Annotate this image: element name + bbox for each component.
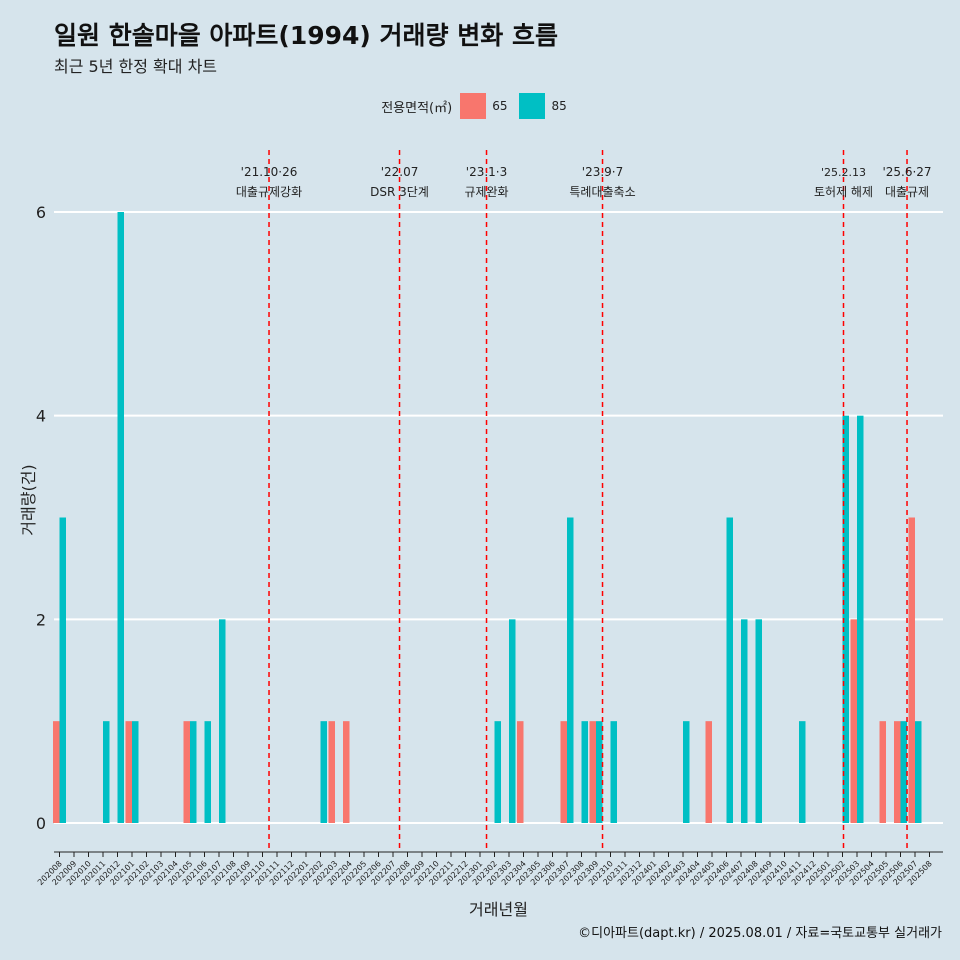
legend: 전용면적(㎡) 65 85 xyxy=(0,93,960,119)
annotation-label: DSR 3단계 xyxy=(370,185,429,199)
bar-85-202308 xyxy=(581,721,588,823)
bar-85-202303 xyxy=(509,619,516,823)
bar-65-202506 xyxy=(894,721,901,823)
y-tick-label: 6 xyxy=(36,203,46,222)
bar-85-202107 xyxy=(219,619,226,823)
bar-85-202310 xyxy=(610,721,617,823)
bar-65-202309 xyxy=(589,721,596,823)
annotation-date: '21.10·26 xyxy=(241,165,298,179)
bar-85-202008 xyxy=(59,517,66,823)
bar-85-202202 xyxy=(320,721,327,823)
bar-85-202011 xyxy=(103,721,110,823)
bar-65-202203 xyxy=(328,721,335,823)
bar-65-202008 xyxy=(53,721,60,823)
chart-subtitle: 최근 5년 한정 확대 차트 xyxy=(54,57,218,76)
bar-85-202503 xyxy=(857,415,864,823)
annotation-date: '25.6·27 xyxy=(882,165,931,179)
bar-85-202407 xyxy=(741,619,748,823)
bar-85-202105 xyxy=(190,721,197,823)
bar-85-202309 xyxy=(596,721,603,823)
bar-85-202406 xyxy=(726,517,733,823)
bar-65-202105 xyxy=(183,721,190,823)
bar-85-202403 xyxy=(683,721,690,823)
chart-title: 일원 한솔마을 아파트(1994) 거래량 변화 흐름 xyxy=(54,21,558,50)
legend-swatch-65 xyxy=(460,93,487,119)
bar-65-202204 xyxy=(343,721,350,823)
legend-title: 전용면적(㎡) xyxy=(381,100,453,116)
bar-65-202507 xyxy=(908,517,915,823)
bar-85-202408 xyxy=(755,619,762,823)
bar-65-202304 xyxy=(517,721,524,823)
legend-label-85: 85 xyxy=(551,99,567,113)
annotation-date: '23.1·3 xyxy=(466,165,507,179)
annotation-date: '22.07 xyxy=(381,165,419,179)
y-tick-label: 4 xyxy=(36,407,46,426)
annotation-label: 대출규제 xyxy=(885,185,929,199)
bar-65-202101 xyxy=(125,721,132,823)
bar-85-202101 xyxy=(132,721,139,823)
x-axis-title: 거래년월 xyxy=(469,900,528,919)
bar-65-202505 xyxy=(879,721,886,823)
bar-85-202506 xyxy=(900,721,907,823)
annotation-label: 특례대출축소 xyxy=(569,185,635,199)
annotation-label: 토허제 해제 xyxy=(814,185,873,199)
source-caption: ©디아파트(dapt.kr) / 2025.08.01 / 자료=국토교통부 실… xyxy=(578,926,942,941)
bar-85-202411 xyxy=(799,721,806,823)
legend-swatch-85 xyxy=(519,93,546,119)
legend-label-65: 65 xyxy=(492,99,508,113)
bar-65-202307 xyxy=(560,721,567,823)
bar-85-202502 xyxy=(842,415,849,823)
y-tick-label: 2 xyxy=(36,610,46,629)
bar-65-202405 xyxy=(705,721,712,823)
annotation-label: 규제완화 xyxy=(464,185,508,199)
bar-85-202307 xyxy=(567,517,574,823)
y-axis-title: 거래량(건) xyxy=(19,464,38,535)
annotation-date: '25.2.13 xyxy=(821,166,866,179)
bar-85-202507 xyxy=(915,721,922,823)
bar-85-202106 xyxy=(204,721,211,823)
bar-85-202302 xyxy=(494,721,501,823)
annotation-label: 대출규제강화 xyxy=(236,185,302,199)
annotation-date: '23.9·7 xyxy=(582,165,623,179)
y-tick-label: 0 xyxy=(36,814,46,833)
bar-65-202503 xyxy=(850,619,857,823)
bar-85-202012 xyxy=(117,212,124,823)
